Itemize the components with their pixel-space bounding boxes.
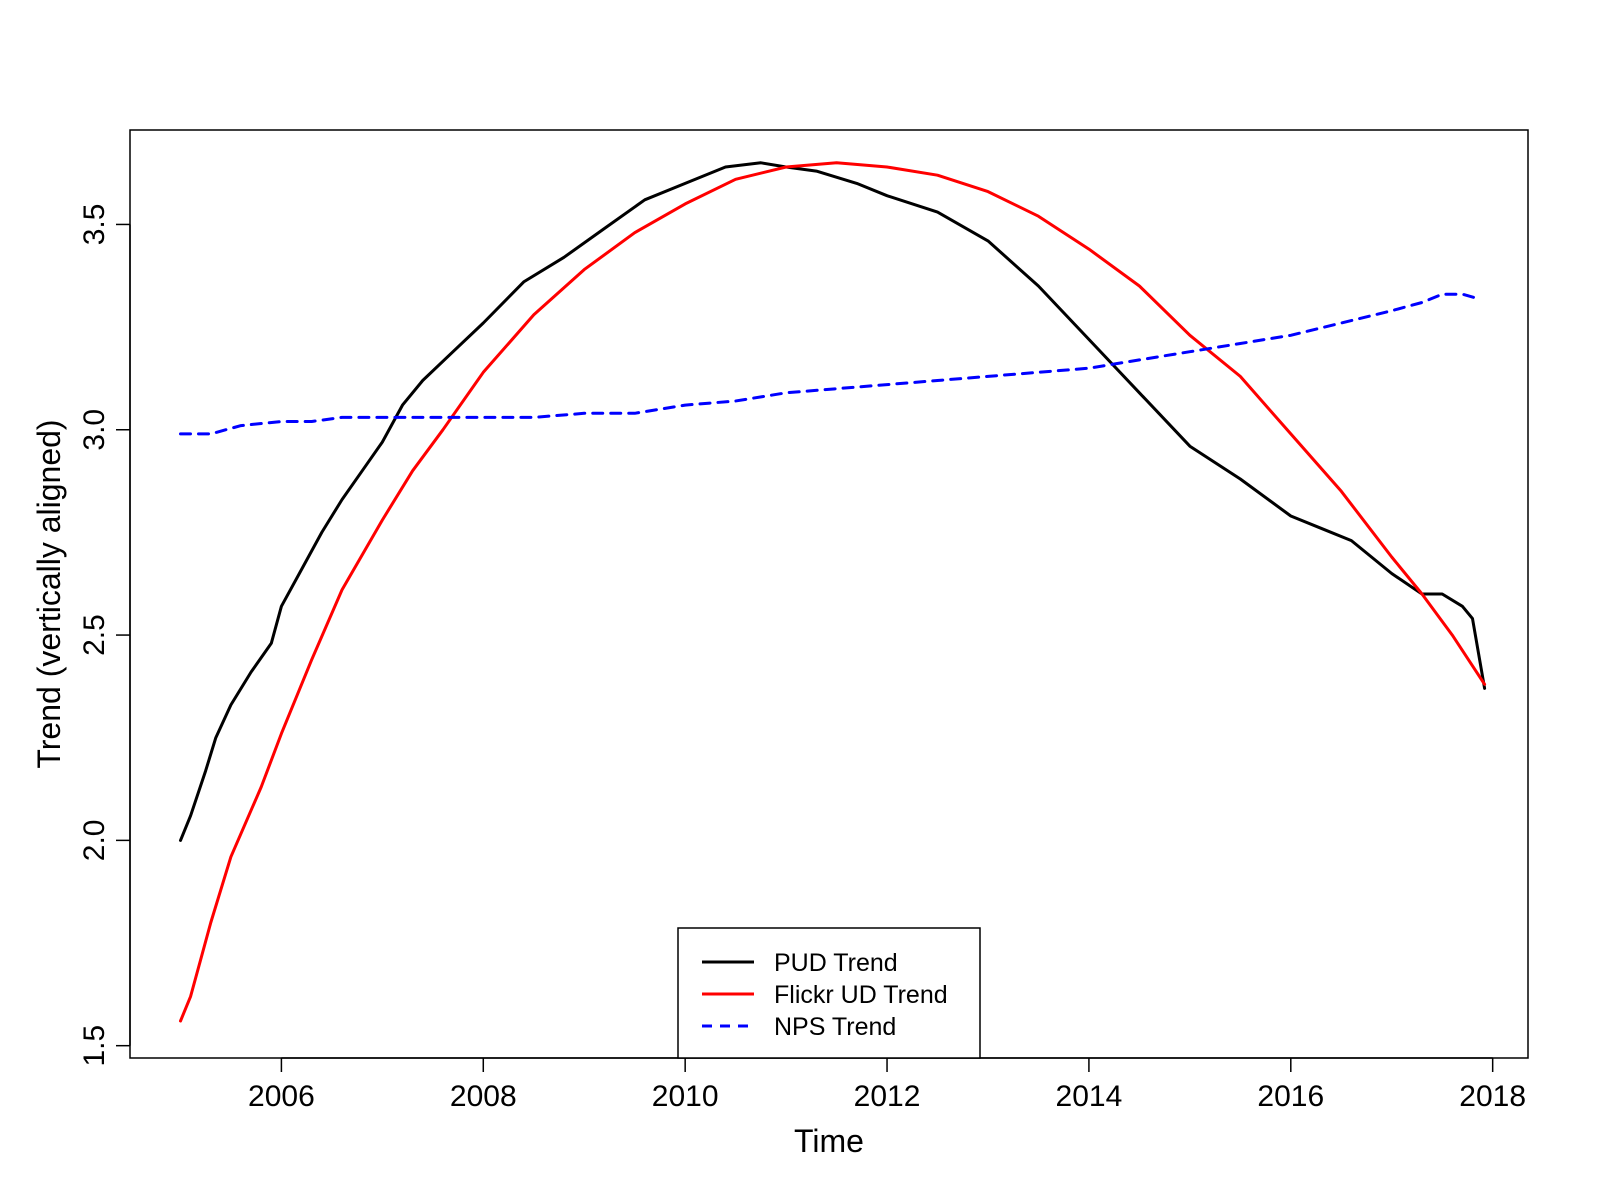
x-tick-label: 2012 bbox=[854, 1080, 921, 1113]
series-layer bbox=[179, 161, 1487, 1023]
x-tick-label: 2018 bbox=[1459, 1080, 1526, 1113]
y-tick-label: 1.5 bbox=[78, 1025, 111, 1067]
x-axis-label: Time bbox=[794, 1123, 864, 1159]
x-tick-label: 2010 bbox=[652, 1080, 719, 1113]
series-line-2 bbox=[179, 292, 1479, 436]
legend-label-2: NPS Trend bbox=[774, 1013, 896, 1041]
legend-label-1: Flickr UD Trend bbox=[774, 981, 948, 1009]
y-tick-label: 3.0 bbox=[78, 409, 111, 451]
legend: PUD Trend Flickr UD Trend NPS Trend bbox=[677, 927, 981, 1059]
series-line-0 bbox=[179, 161, 1487, 842]
series-line-1 bbox=[179, 161, 1487, 1023]
legend-label-0: PUD Trend bbox=[774, 949, 898, 977]
x-tick-label: 2008 bbox=[450, 1080, 517, 1113]
x-tick-label: 2006 bbox=[248, 1080, 315, 1113]
x-tick-label: 2016 bbox=[1257, 1080, 1324, 1113]
y-tick-label: 3.5 bbox=[78, 204, 111, 246]
y-tick-label: 2.0 bbox=[78, 820, 111, 862]
y-axis-label: Trend (vertically aligned) bbox=[31, 419, 67, 768]
x-tick-label: 2014 bbox=[1056, 1080, 1123, 1113]
x-axis: 2006 2008 2010 2012 2014 2016 2018 bbox=[248, 1057, 1526, 1113]
y-tick-label: 2.5 bbox=[78, 614, 111, 656]
y-axis: 1.5 2.0 2.5 3.0 3.5 bbox=[78, 204, 131, 1067]
